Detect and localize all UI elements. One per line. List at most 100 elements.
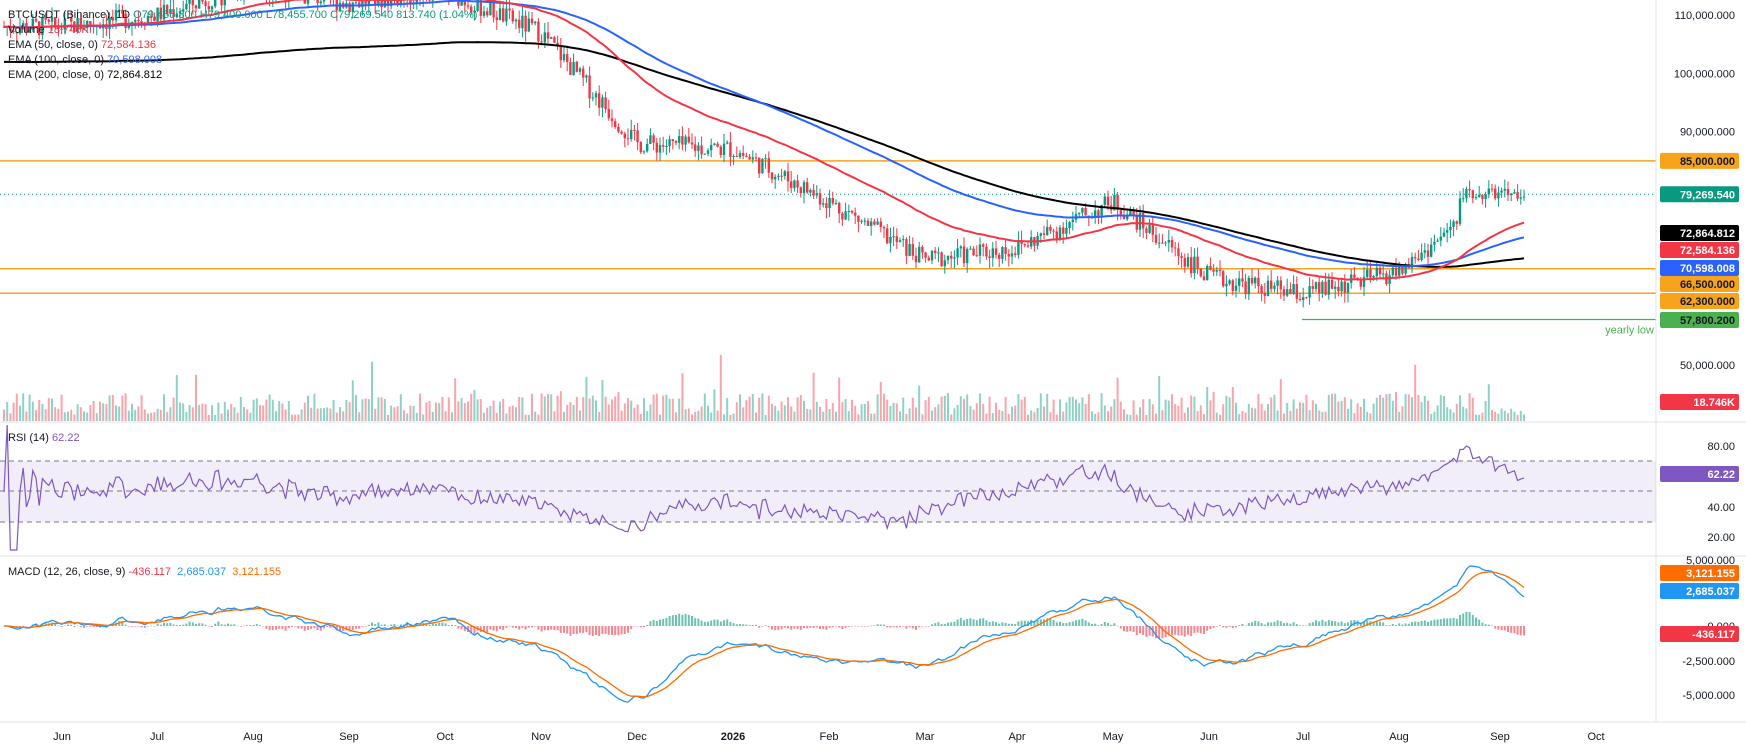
candle-body[interactable] — [838, 202, 841, 214]
candle-body[interactable] — [108, 17, 111, 29]
candle-body[interactable] — [476, 0, 479, 11]
candle-body[interactable] — [396, 0, 399, 6]
candle-body[interactable] — [415, 0, 418, 3]
candle-body[interactable] — [1446, 230, 1449, 233]
candle-body[interactable] — [998, 254, 1001, 259]
candle-body[interactable] — [937, 252, 940, 254]
candle-body[interactable] — [630, 129, 633, 140]
candle-body[interactable] — [1513, 192, 1516, 194]
candle-body[interactable] — [540, 41, 543, 43]
candle-body[interactable] — [1132, 209, 1135, 216]
candle-body[interactable] — [1273, 285, 1276, 289]
candle-body[interactable] — [1094, 210, 1097, 218]
candle-body[interactable] — [697, 145, 700, 151]
candle-body[interactable] — [306, 0, 310, 4]
candle-body[interactable] — [1522, 196, 1526, 198]
candle-body[interactable] — [1062, 227, 1065, 234]
candle-body[interactable] — [729, 142, 732, 157]
candle-body[interactable] — [1106, 196, 1110, 206]
candle-body[interactable] — [137, 19, 140, 22]
candle-body[interactable] — [1378, 267, 1382, 275]
candle-body[interactable] — [710, 145, 713, 151]
candle-body[interactable] — [1244, 281, 1247, 295]
candle-body[interactable] — [802, 182, 806, 194]
candle-body[interactable] — [844, 211, 847, 220]
candle-body[interactable] — [354, 2, 358, 4]
candle-body[interactable] — [1142, 213, 1145, 229]
candle-body[interactable] — [1359, 280, 1362, 287]
candle-body[interactable] — [690, 142, 694, 145]
candle-body[interactable] — [623, 133, 626, 139]
candle-body[interactable] — [204, 1, 207, 7]
candle-body[interactable] — [652, 135, 655, 143]
candle-body[interactable] — [1318, 282, 1321, 294]
candle-body[interactable] — [1202, 276, 1206, 281]
candle-body[interactable] — [374, 0, 377, 5]
candle-body[interactable] — [1270, 280, 1273, 289]
candle-body[interactable] — [1391, 267, 1394, 276]
candle-body[interactable] — [1433, 241, 1436, 245]
candle-body[interactable] — [1308, 286, 1311, 298]
candle-body[interactable] — [508, 8, 511, 11]
candle-body[interactable] — [706, 150, 710, 154]
candle-body[interactable] — [431, 0, 434, 1]
candle-body[interactable] — [962, 246, 966, 264]
candle-body[interactable] — [1519, 197, 1522, 199]
candle-body[interactable] — [991, 248, 994, 258]
candle-body[interactable] — [886, 228, 889, 244]
candle-body[interactable] — [946, 255, 950, 261]
candle-body[interactable] — [1190, 257, 1193, 274]
candle-body[interactable] — [777, 175, 780, 177]
candle-body[interactable] — [1398, 264, 1401, 276]
candle-body[interactable] — [380, 0, 383, 8]
candle-body[interactable] — [758, 157, 761, 174]
legend-main[interactable]: BTCUSDT (Binance), 1D O79,455.800 H79,40… — [8, 8, 477, 83]
candle-body[interactable] — [582, 68, 585, 78]
candle-body[interactable] — [665, 146, 668, 148]
candle-body[interactable] — [1071, 219, 1074, 223]
candle-body[interactable] — [850, 211, 854, 213]
candle-body[interactable] — [668, 139, 671, 147]
candle-body[interactable] — [553, 37, 556, 43]
candle-body[interactable] — [44, 17, 47, 20]
candle-body[interactable] — [1452, 221, 1455, 227]
candle-body[interactable] — [1254, 277, 1257, 284]
candle-body[interactable] — [134, 19, 137, 22]
candle-body[interactable] — [1298, 298, 1302, 301]
candle-body[interactable] — [223, 0, 226, 6]
candle-body[interactable] — [767, 158, 770, 173]
candle-body[interactable] — [809, 189, 812, 193]
candle-body[interactable] — [562, 54, 566, 61]
candle-body[interactable] — [1410, 257, 1414, 268]
candle-body[interactable] — [1404, 263, 1407, 274]
candle-body[interactable] — [146, 15, 150, 25]
candle-body[interactable] — [681, 135, 684, 145]
candle-body[interactable] — [745, 155, 748, 157]
candle-body[interactable] — [694, 144, 697, 151]
candle-body[interactable] — [121, 9, 124, 14]
candle-body[interactable] — [399, 0, 402, 6]
candle-body[interactable] — [780, 175, 783, 177]
candle-body[interactable] — [70, 17, 73, 22]
candle-body[interactable] — [719, 146, 722, 155]
candle-body[interactable] — [1282, 289, 1286, 296]
candle-body[interactable] — [1174, 247, 1177, 249]
candle-body[interactable] — [1206, 266, 1209, 281]
candle-body[interactable] — [617, 126, 620, 132]
candle-body[interactable] — [1222, 271, 1225, 287]
candle-body[interactable] — [1343, 281, 1346, 293]
rsi-axis[interactable]: 80.00 40.00 20.00 — [1707, 441, 1735, 544]
candle-body[interactable] — [726, 142, 729, 144]
candle-body[interactable] — [169, 9, 172, 14]
candle-body[interactable] — [492, 2, 495, 18]
candle-body[interactable] — [902, 239, 905, 241]
candle-body[interactable] — [303, 0, 306, 4]
candle-body[interactable] — [386, 0, 390, 7]
candle-body[interactable] — [818, 193, 822, 205]
candle-body[interactable] — [882, 227, 886, 229]
candle-body[interactable] — [34, 18, 38, 22]
candle-body[interactable] — [790, 181, 793, 188]
candle-body[interactable] — [127, 25, 130, 29]
candle-body[interactable] — [82, 28, 86, 30]
candle-body[interactable] — [578, 68, 582, 72]
